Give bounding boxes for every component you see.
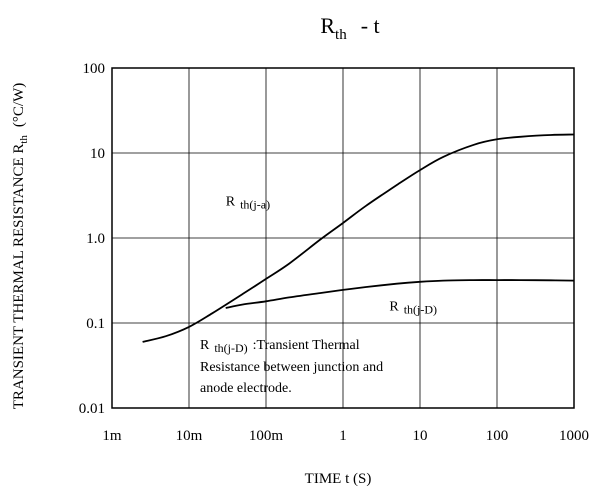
series-line-rth-jd (225, 279, 575, 309)
chart-title-main: R (320, 13, 335, 38)
chart-title-rest: - t (361, 13, 380, 38)
y-tick-labels: 0.01 0.1 1.0 10 100 (79, 61, 105, 417)
y-tick-label: 10 (90, 146, 105, 162)
x-tick-label: 1000 (559, 428, 589, 444)
x-tick-label: 10 (413, 428, 428, 444)
y-axis-label-sub: th (18, 135, 30, 144)
y-tick-label: 100 (83, 61, 106, 77)
x-tick-label: 1 (339, 428, 347, 444)
y-tick-label: 0.1 (86, 316, 105, 332)
y-tick-label: 1.0 (86, 231, 105, 247)
y-axis-label-main: TRANSIENT THERMAL RESISTANCE R (11, 144, 27, 410)
plot-frame (111, 67, 575, 409)
chart-title: Rth - t (320, 13, 379, 43)
y-axis-label-unit: (°C/W) (11, 83, 27, 127)
series-line-rth-ja (142, 133, 575, 343)
note-line-2: Resistance between junction and (200, 360, 383, 375)
y-tick-label: 0.01 (79, 401, 105, 417)
x-tick-label: 100m (249, 428, 284, 444)
x-tick-label: 100 (486, 428, 509, 444)
series-lines (142, 133, 575, 343)
x-tick-label: 10m (176, 428, 203, 444)
note-line-3: anode electrode. (200, 381, 292, 396)
x-tick-label: 1m (102, 428, 122, 444)
x-tick-labels: 1m 10m 100m 1 10 100 1000 (102, 428, 589, 444)
chart-title-sub: th (335, 27, 347, 43)
grid-lines (111, 67, 575, 409)
y-axis-label: TRANSIENT THERMAL RESISTANCE Rth (°C/W) (11, 83, 30, 410)
x-axis-label: TIME t (S) (305, 471, 372, 487)
